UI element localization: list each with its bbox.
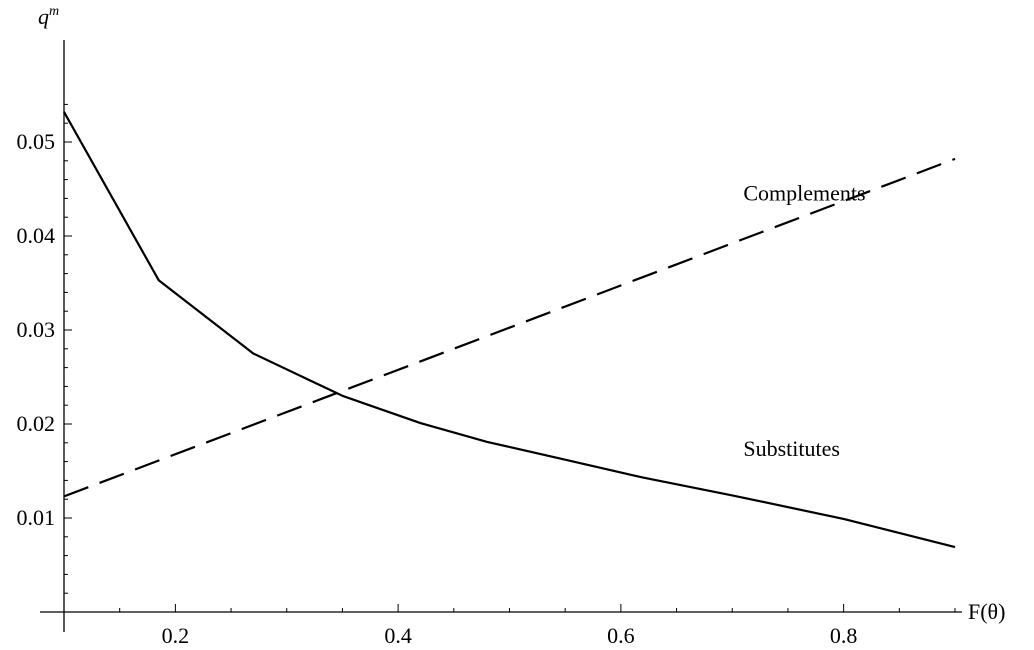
x-tick-label: 0.8 — [830, 623, 858, 648]
y-axis-title-superscript: m — [49, 4, 59, 19]
y-axis-title: qm — [38, 4, 59, 29]
y-tick-label: 0.02 — [17, 411, 56, 436]
x-tick-label: 0.6 — [607, 623, 635, 648]
y-tick-label: 0.03 — [17, 317, 56, 342]
y-tick-label: 0.05 — [17, 129, 56, 154]
axes: 0.2 0.4 0.6 0.8 0.01 0.02 0.03 0.04 0.05 — [17, 40, 962, 648]
labels: qm F(θ) Complements Substitutes — [38, 4, 1005, 624]
series-line-complements — [63, 157, 956, 498]
series-layer — [63, 111, 956, 549]
annotation-substitutes: Substitutes — [743, 436, 840, 461]
annotation-complements: Complements — [743, 180, 865, 205]
x-tick-label: 0.2 — [162, 623, 190, 648]
y-tick-label: 0.04 — [17, 223, 56, 248]
y-axis-title-base: q — [38, 4, 49, 29]
x-ticks: 0.2 0.4 0.6 0.8 — [63, 604, 956, 648]
x-tick-label: 0.4 — [384, 623, 412, 648]
x-axis-title: F(θ) — [968, 599, 1005, 624]
y-tick-label: 0.01 — [17, 505, 56, 530]
series-line-substitutes — [63, 111, 956, 549]
y-ticks: 0.01 0.02 0.03 0.04 0.05 — [17, 103, 72, 613]
